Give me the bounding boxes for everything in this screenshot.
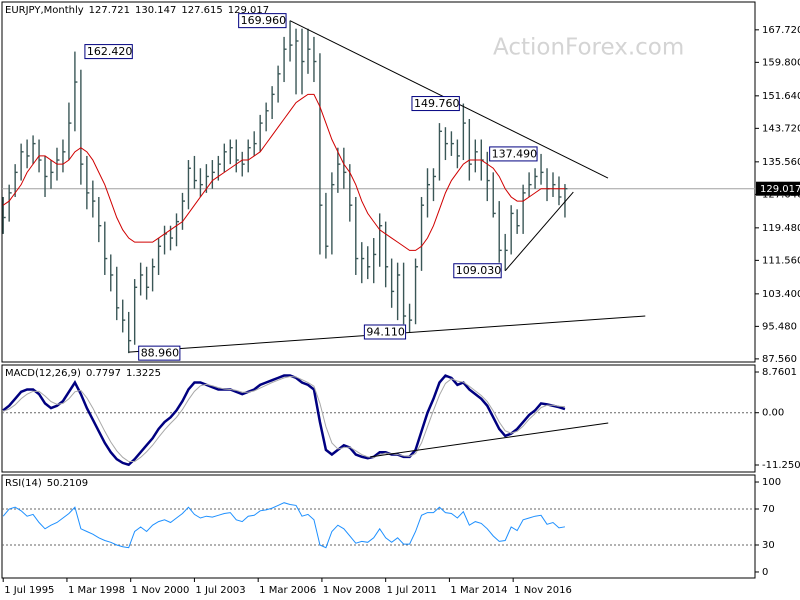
annotation-label: 88.960 [141, 347, 180, 360]
y-tick-label: 135.560 [762, 157, 800, 168]
annotation-label: 137.490 [492, 147, 537, 160]
y-tick-label: 143.720 [762, 123, 800, 134]
x-tick-label: 1 Jul 1995 [4, 585, 54, 596]
line-series [2, 374, 566, 467]
y-tick-label: 111.560 [762, 255, 800, 266]
x-tick-label: 1 Nov 2016 [514, 585, 572, 596]
y-tick-label: 70 [762, 504, 775, 515]
annotation-label: 109.030 [456, 264, 502, 277]
annotation-box [238, 13, 287, 29]
x-tick-label: 1 Jul 2003 [195, 585, 245, 596]
annotation-box [138, 345, 181, 361]
annotation-box [489, 146, 538, 162]
y-tick-label: 30 [762, 540, 775, 551]
annotation-label: 169.960 [241, 14, 287, 27]
y-tick-label: 100 [762, 477, 781, 488]
y-tick-label: 87.560 [762, 354, 797, 365]
price-tag: 129.017 [760, 184, 800, 195]
header-value: 130.147 [135, 5, 176, 16]
x-tick-label: 1 Mar 2006 [259, 585, 316, 596]
line-series [2, 93, 565, 251]
annotation-box [84, 44, 133, 60]
annotation-box [363, 324, 407, 340]
annotation-label: 149.760 [414, 97, 460, 110]
header-value: 127.615 [181, 5, 222, 16]
x-tick-label: 1 Mar 1998 [68, 585, 125, 596]
y-tick-label: 103.400 [762, 289, 800, 300]
header-value: 1.3225 [126, 368, 161, 379]
annotation-label: 94.110 [366, 325, 405, 338]
x-tick-label: 1 Nov 2008 [323, 585, 381, 596]
line-series [2, 502, 566, 549]
trendline [504, 191, 574, 272]
annotation-label: 162.420 [87, 45, 132, 58]
price-tag-bg [756, 181, 800, 196]
y-tick-label: 95.480 [762, 321, 797, 332]
x-tick-label: 1 Jul 2011 [387, 585, 437, 596]
y-tick-label: 0 [762, 567, 768, 578]
y-tick-label: 151.640 [762, 91, 800, 102]
line-series [3, 375, 565, 462]
y-tick-label: 0.00 [762, 408, 784, 419]
indicator-header: RSI(14) 50.2109 [5, 478, 88, 489]
x-tick-label: 1 Nov 2000 [132, 585, 190, 596]
header-title: RSI(14) [5, 478, 42, 489]
header-value: 129.017 [228, 5, 269, 16]
indicator-header: MACD(12,26,9) 0.7797 1.3225 [5, 368, 161, 379]
header-value: 50.2109 [47, 478, 88, 489]
header-title: MACD(12,26,9) [5, 368, 81, 379]
header-value: 127.721 [89, 5, 130, 16]
trendline [370, 422, 609, 458]
annotation-box [411, 96, 460, 112]
x-tick-label: 1 Mar 2014 [450, 585, 507, 596]
main-header: EURJPY,Monthly 127.721 130.147 127.615 129.0… [5, 5, 269, 16]
header-title: EURJPY,Monthly [5, 5, 84, 16]
panel-frame [1, 1, 756, 363]
annotation-box [453, 263, 502, 279]
y-tick-label: 8.7601 [762, 367, 797, 378]
y-tick-label: 159.800 [762, 57, 800, 68]
y-tick-label: 119.480 [762, 223, 800, 234]
header-value: 0.7797 [86, 368, 121, 379]
y-tick-label: -11.2506 [762, 460, 800, 471]
watermark: ActionForex.com [493, 35, 684, 61]
panel-frame [1, 474, 756, 579]
y-tick-label: 167.720 [762, 25, 800, 36]
panel-frame [1, 364, 756, 473]
